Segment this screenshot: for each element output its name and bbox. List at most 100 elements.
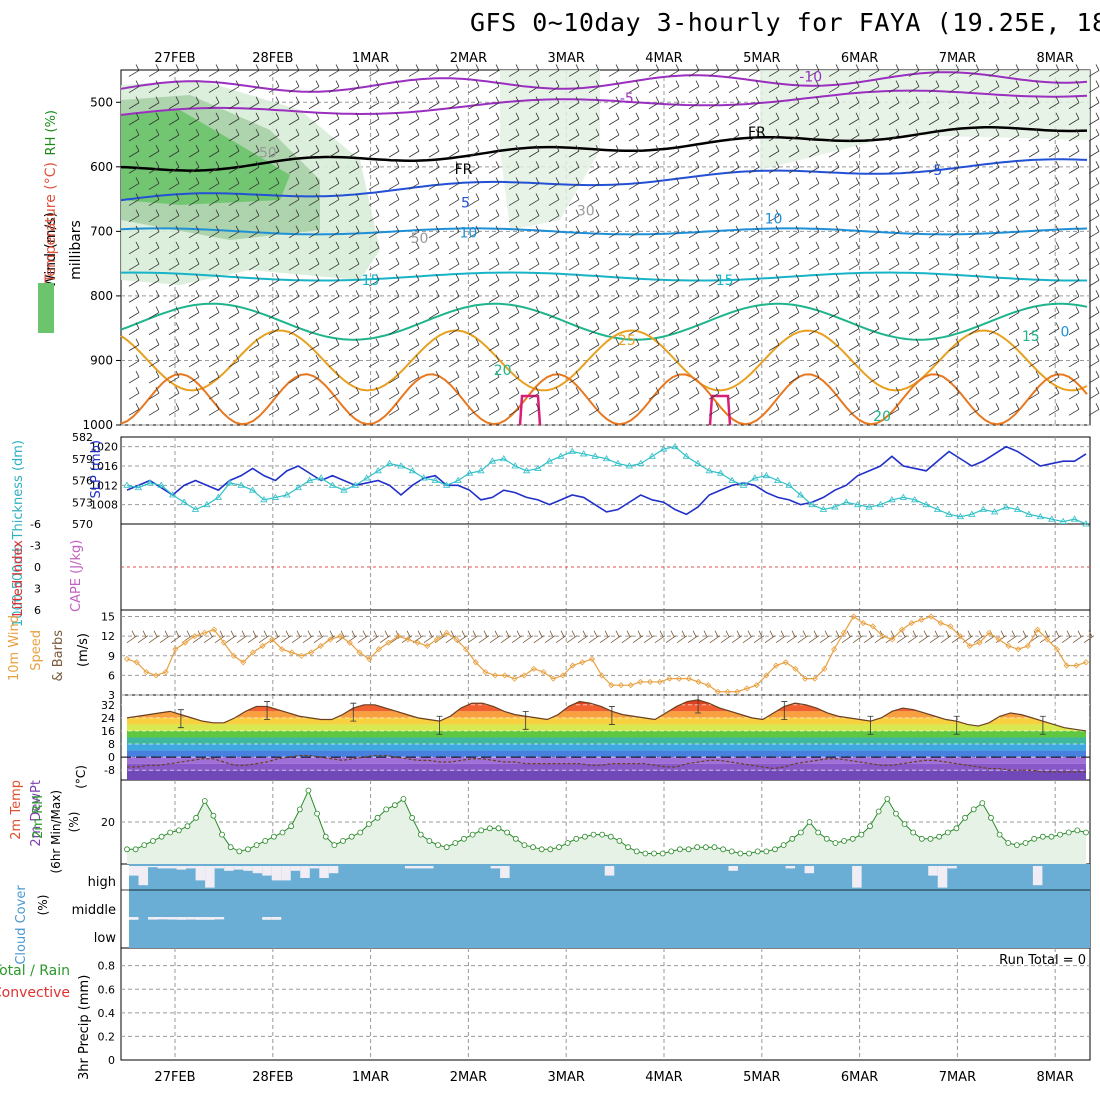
wind-barb <box>408 161 420 174</box>
wind-barb <box>228 193 240 206</box>
wind-10m-barb <box>753 630 765 644</box>
wind-barb <box>608 161 620 174</box>
thickness-marker <box>762 471 771 479</box>
wind-barb <box>1088 128 1100 142</box>
wind-barb <box>1008 338 1020 352</box>
thickness-marker <box>1025 510 1033 517</box>
contour-label: 15 <box>716 273 734 289</box>
wind-barb <box>1048 338 1060 352</box>
pressure-tick-label: 800 <box>90 289 113 303</box>
wind-barb <box>848 241 860 255</box>
thickness-marker <box>305 476 314 483</box>
wind-barb <box>928 177 940 190</box>
contour-label: 20 <box>873 409 891 425</box>
wind-barb <box>468 403 480 416</box>
rh-marker <box>1083 829 1089 836</box>
wind-barb <box>528 80 540 93</box>
wind-barb <box>1008 80 1020 93</box>
wind-barb <box>868 274 880 287</box>
top-date-label: 2MAR <box>450 51 487 66</box>
rh-marker <box>314 810 320 817</box>
wind-10m-barb <box>1072 630 1084 644</box>
temp-tick-label: -8 <box>104 764 115 777</box>
wind-speed-marker <box>656 678 663 685</box>
wind-barb <box>388 241 400 255</box>
wind-barb <box>1008 96 1020 110</box>
rh-marker <box>996 831 1003 838</box>
wind-barb <box>1028 161 1040 174</box>
thickness-marker <box>385 459 394 466</box>
wind-barb <box>868 80 880 93</box>
wind-barb <box>788 403 800 416</box>
wind-barb <box>1048 257 1060 271</box>
wind-speed-marker <box>588 655 596 663</box>
wind-barb <box>1048 387 1060 400</box>
wind-barb <box>848 177 860 190</box>
wind-barb <box>288 112 300 126</box>
wind-barb <box>208 209 220 223</box>
wind-barb <box>628 144 640 158</box>
pressure-tick-label: 1000 <box>82 418 113 432</box>
wind-barb <box>1088 64 1100 77</box>
wind-barb <box>588 112 600 126</box>
wind-barb <box>408 403 420 416</box>
wind-barb <box>968 225 980 239</box>
rh-marker <box>979 800 986 806</box>
wind-barb <box>628 128 640 142</box>
wind-speed-marker <box>366 655 373 663</box>
wind-barb <box>308 225 320 239</box>
wind-barb <box>248 370 260 384</box>
ylabel-cloud-cover: Cloud Cover <box>14 885 29 965</box>
thickness-marker <box>146 479 154 486</box>
wind-barb <box>448 144 460 158</box>
wind-barb <box>868 322 880 335</box>
wind-10m-barb <box>940 630 952 644</box>
rh-marker <box>823 835 830 842</box>
wind-barb <box>208 177 220 190</box>
wind-barb <box>868 112 880 126</box>
wind-speed-marker <box>734 688 741 695</box>
rh-marker <box>184 823 191 830</box>
wind-barb <box>448 290 460 303</box>
wind-speed-marker <box>298 652 305 659</box>
thickness-marker <box>157 481 165 488</box>
wind-barb <box>828 241 840 255</box>
wind-barb <box>448 241 460 255</box>
wind-barb <box>1068 370 1080 384</box>
wind-barb <box>628 354 640 368</box>
cloud-high-gap <box>404 866 415 869</box>
minmax-bar <box>953 715 960 735</box>
wind-barb <box>388 193 400 206</box>
wind-speed-marker <box>259 642 266 650</box>
wind-barb <box>328 161 340 174</box>
wind-barb <box>1028 403 1040 416</box>
rh-marker <box>582 833 588 840</box>
wind-barb <box>968 112 980 126</box>
wind-barb <box>208 144 220 158</box>
wind-barb <box>1048 161 1060 174</box>
wind-barb <box>908 306 920 319</box>
wind-barb <box>508 338 520 352</box>
wind-barb <box>128 403 140 416</box>
thickness-marker <box>716 469 725 476</box>
wind-barb <box>308 387 320 400</box>
wind-barb <box>908 338 920 352</box>
wind-barb <box>1028 96 1040 110</box>
wind-barb <box>528 322 540 335</box>
wind-barb <box>528 370 540 384</box>
wind-barb <box>888 354 900 368</box>
wind-barb <box>688 144 700 158</box>
wind-barb <box>848 338 860 352</box>
wind-barb <box>128 64 140 77</box>
wind-barb <box>428 403 440 416</box>
wind-barb <box>468 290 480 303</box>
wind-barb <box>1068 257 1080 271</box>
wind-barb <box>748 177 760 190</box>
wind-barb <box>828 177 840 190</box>
wind-barb <box>248 387 260 400</box>
contour-label: 15 <box>362 273 380 289</box>
rh-marker <box>918 835 925 842</box>
wind-barb <box>488 96 500 110</box>
wind-barb <box>408 338 420 352</box>
wind-barb <box>608 80 620 93</box>
